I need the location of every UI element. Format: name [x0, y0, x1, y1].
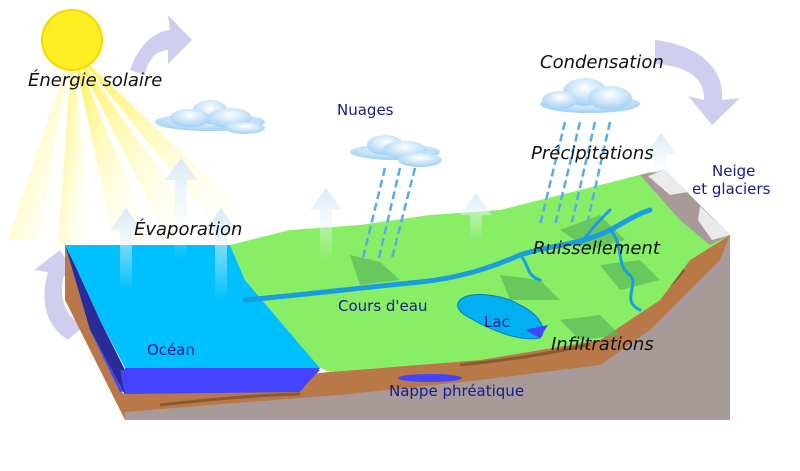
cloud-icon [155, 100, 265, 134]
label-groundwater: Nappe phréatique [389, 382, 525, 400]
groundwater-pool [398, 374, 462, 382]
cloud-icon [350, 135, 442, 167]
label-solar-energy: Énergie solaire [28, 70, 163, 91]
land-block [65, 170, 730, 420]
label-streams: Cours d'eau [338, 297, 428, 315]
river-system [242, 207, 653, 312]
label-evaporation: Évaporation [134, 219, 243, 240]
lake-infiltration [525, 325, 548, 338]
cloud-icon [540, 78, 640, 113]
label-clouds: Nuages [337, 101, 394, 119]
label-snow-glaciers-line1: Neige [712, 162, 756, 180]
label-precipitation: Précipitations [531, 143, 654, 164]
label-infiltration: Infiltrations [551, 334, 654, 355]
rain-lines [360, 121, 612, 263]
label-runoff: Ruissellement [533, 238, 660, 259]
label-snow-glaciers-line2: et glaciers [692, 180, 771, 198]
label-ocean: Océan [147, 341, 195, 359]
sun-icon [41, 9, 103, 71]
label-condensation: Condensation [540, 52, 664, 73]
vapor-arrows [110, 133, 677, 300]
label-lake: Lac [484, 313, 510, 331]
